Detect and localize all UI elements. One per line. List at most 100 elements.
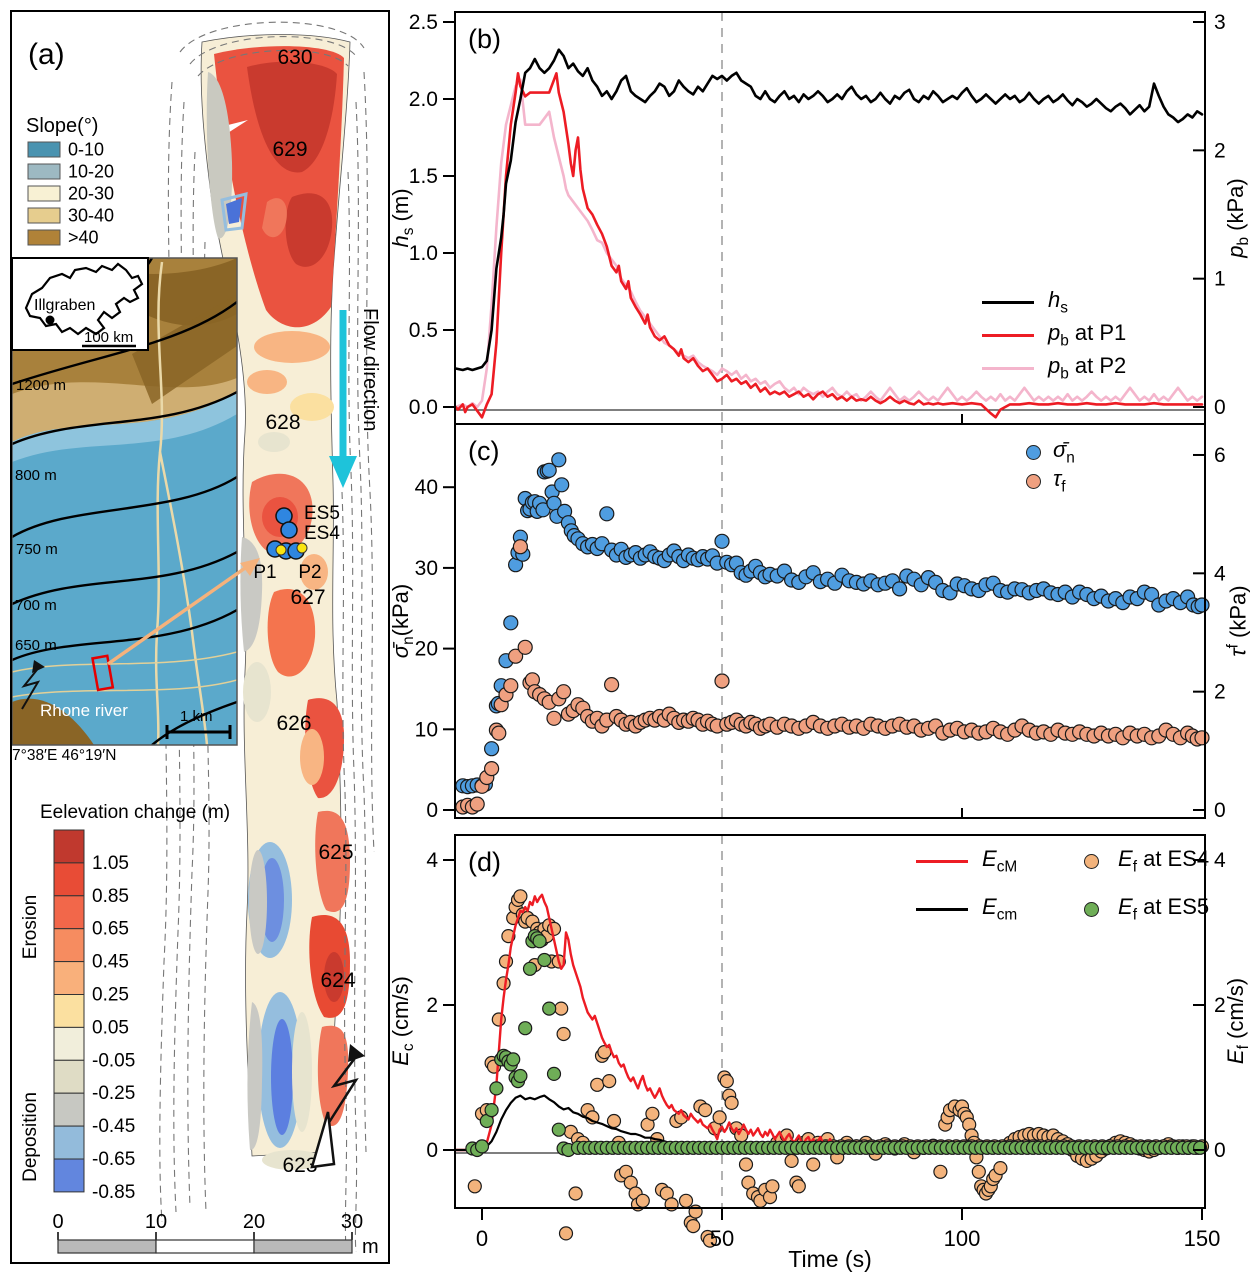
elev-seg-10 bbox=[53, 1158, 85, 1193]
illgraben-label: Illgraben bbox=[34, 297, 95, 314]
map-elev-label-625: 625 bbox=[318, 841, 353, 864]
axis-b-left-label: hs (m) bbox=[387, 188, 418, 248]
elev-seg-8 bbox=[53, 1092, 85, 1127]
map-elev-label-630: 630 bbox=[277, 46, 312, 69]
elev-tick-3: 0.45 bbox=[92, 952, 129, 973]
elev-seg-3 bbox=[53, 928, 85, 963]
legend-label: σ̄n bbox=[1053, 437, 1075, 467]
tick-c-left-1: 10 bbox=[415, 718, 438, 741]
legend-swatch bbox=[916, 859, 968, 863]
legend-label: EcM bbox=[982, 846, 1018, 876]
topo-scale-label: 1 km bbox=[180, 708, 213, 725]
tick-c-left-3: 30 bbox=[415, 557, 438, 580]
map-elev-label-629: 629 bbox=[272, 138, 307, 161]
legend-label: Ef at ES5 bbox=[1118, 894, 1210, 924]
slope-label-2: 20-30 bbox=[68, 184, 114, 204]
tick-d-x-1: 50 bbox=[710, 1226, 734, 1251]
tick-b-right-2: 2 bbox=[1214, 139, 1226, 162]
station-p1-label: P1 bbox=[253, 562, 276, 583]
chart-frame-c bbox=[454, 423, 1206, 819]
map-coordinates: 7°38′E 46°19′N bbox=[12, 747, 116, 764]
elev-tick-9: -0.65 bbox=[92, 1149, 135, 1170]
legend-label: Ef at ES4 bbox=[1118, 846, 1210, 876]
axis-b-right-label: pb (kPa) bbox=[1222, 178, 1253, 258]
slope-label-1: 10-20 bbox=[68, 162, 114, 182]
legend-item: pb at P2 bbox=[982, 352, 1126, 385]
panel-a-label: (a) bbox=[28, 38, 65, 71]
elev-tick-7: -0.25 bbox=[92, 1083, 135, 1104]
rhone-river-label: Rhone river bbox=[40, 701, 128, 720]
axis-c-left-label: σ̄n(kPa) bbox=[387, 583, 418, 659]
chart-frame-d bbox=[454, 834, 1206, 1209]
tick-b-left-3: 1.5 bbox=[409, 165, 438, 188]
legend-line-swatch bbox=[982, 334, 1034, 337]
elev-seg-5 bbox=[53, 994, 85, 1028]
scalebar-unit: m bbox=[362, 1236, 379, 1258]
legend-label: τf bbox=[1053, 466, 1066, 496]
series-line-E_cM bbox=[454, 893, 1204, 1152]
elev-seg-9 bbox=[53, 1125, 85, 1160]
legend-swatch bbox=[1084, 902, 1099, 918]
map-scalebar: 0 10 20 30 m bbox=[52, 1211, 378, 1258]
tick-c-right-3: 6 bbox=[1214, 444, 1226, 467]
legend-swatch bbox=[1084, 853, 1099, 869]
scalebar-tick-1: 10 bbox=[145, 1211, 167, 1233]
axis-c-right-label: τf (kPa) bbox=[1224, 585, 1251, 657]
topo-contour-650: 650 m bbox=[15, 637, 57, 654]
tick-b-left-1: 0.5 bbox=[409, 319, 438, 342]
tick-b-left-0: 0.0 bbox=[409, 396, 438, 419]
chart-panel-b: 0.0 0.5 1.0 1.5 2.0 2.5 0 1 2 3 bbox=[409, 11, 1226, 425]
tick-c-right-1: 2 bbox=[1214, 681, 1226, 704]
slope-label-3: 30-40 bbox=[68, 206, 114, 226]
swiss-scale-label: 100 km bbox=[84, 329, 133, 346]
series-scatter--_f bbox=[455, 539, 1210, 815]
locator-arrow bbox=[106, 558, 260, 666]
swiss-inset-map: Illgraben 100 km bbox=[11, 257, 149, 351]
tick-d-left-0: 0 bbox=[426, 1139, 438, 1162]
slope-swatch-0 bbox=[27, 141, 61, 158]
elev-seg-1 bbox=[53, 862, 85, 897]
legend-label: pb at P2 bbox=[1048, 353, 1127, 383]
elev-tick-1: 0.85 bbox=[92, 886, 129, 907]
tick-c-left-4: 40 bbox=[415, 476, 438, 499]
elev-seg-7 bbox=[53, 1059, 85, 1094]
panel-c-label: (c) bbox=[468, 436, 500, 466]
elev-seg-6 bbox=[53, 1026, 85, 1061]
tick-d-right-1: 2 bbox=[1214, 994, 1226, 1017]
elev-tick-2: 0.65 bbox=[92, 919, 129, 940]
tick-b-left-2: 1.0 bbox=[409, 242, 438, 265]
topo-contour-800: 800 m bbox=[15, 467, 57, 484]
elev-seg-4 bbox=[53, 961, 85, 995]
illgraben-dot bbox=[45, 315, 55, 325]
elev-tick-0: 1.05 bbox=[92, 853, 129, 874]
station-p1-sensor-dot bbox=[275, 544, 287, 556]
map-contour-labels: 630 629 628 627 626 625 624 623 bbox=[265, 46, 355, 1177]
legend-label: Ecm bbox=[982, 894, 1018, 924]
series-line-p_b-at-P1 bbox=[454, 72, 1204, 419]
map-elev-label-626: 626 bbox=[276, 712, 311, 735]
legend-dot-swatch bbox=[1026, 474, 1041, 489]
tick-d-left-2: 4 bbox=[426, 849, 438, 872]
legend-panel-d: EcM Ef at ES4 Ecm Ef at ES5 bbox=[916, 846, 1209, 925]
deposition-label: Deposition bbox=[20, 1092, 41, 1182]
legend-item: hs bbox=[982, 286, 1126, 319]
topo-contour-1200: 1200 m bbox=[16, 377, 66, 394]
station-p2-label: P2 bbox=[298, 562, 321, 583]
chart-panel-d: 0 2 4 0 2 4 0 50 100 150 bbox=[426, 834, 1226, 1251]
slope-swatch-4 bbox=[27, 229, 61, 246]
panel-d-label: (d) bbox=[468, 847, 501, 877]
elev-tick-6: -0.05 bbox=[92, 1050, 135, 1071]
tick-d-x-0: 0 bbox=[476, 1226, 488, 1251]
elev-tick-8: -0.45 bbox=[92, 1116, 135, 1137]
topo-north-arrow-icon bbox=[21, 660, 45, 710]
legend-line-swatch bbox=[982, 367, 1034, 370]
series-scatter--_n bbox=[455, 452, 1210, 795]
flow-direction-arrow bbox=[329, 310, 357, 488]
elev-legend-title: Eelevation change (m) bbox=[40, 802, 230, 823]
tick-c-left-2: 20 bbox=[415, 638, 438, 661]
axis-d-left-label: Ec (cm/s) bbox=[387, 976, 418, 1066]
map-elev-label-627: 627 bbox=[290, 586, 325, 609]
scalebar-tick-0: 0 bbox=[52, 1211, 63, 1233]
